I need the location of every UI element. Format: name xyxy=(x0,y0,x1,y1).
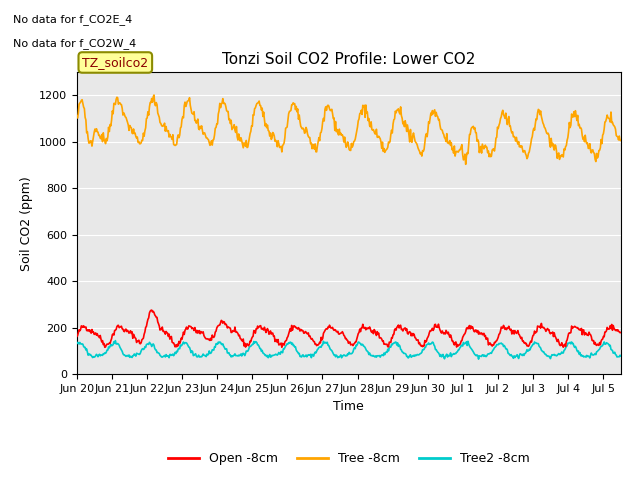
Legend: Open -8cm, Tree -8cm, Tree2 -8cm: Open -8cm, Tree -8cm, Tree2 -8cm xyxy=(163,447,535,470)
Text: No data for f_CO2W_4: No data for f_CO2W_4 xyxy=(13,38,136,49)
Text: No data for f_CO2E_4: No data for f_CO2E_4 xyxy=(13,14,132,25)
X-axis label: Time: Time xyxy=(333,400,364,413)
Y-axis label: Soil CO2 (ppm): Soil CO2 (ppm) xyxy=(20,176,33,271)
Title: Tonzi Soil CO2 Profile: Lower CO2: Tonzi Soil CO2 Profile: Lower CO2 xyxy=(222,52,476,67)
Text: TZ_soilco2: TZ_soilco2 xyxy=(82,56,148,69)
